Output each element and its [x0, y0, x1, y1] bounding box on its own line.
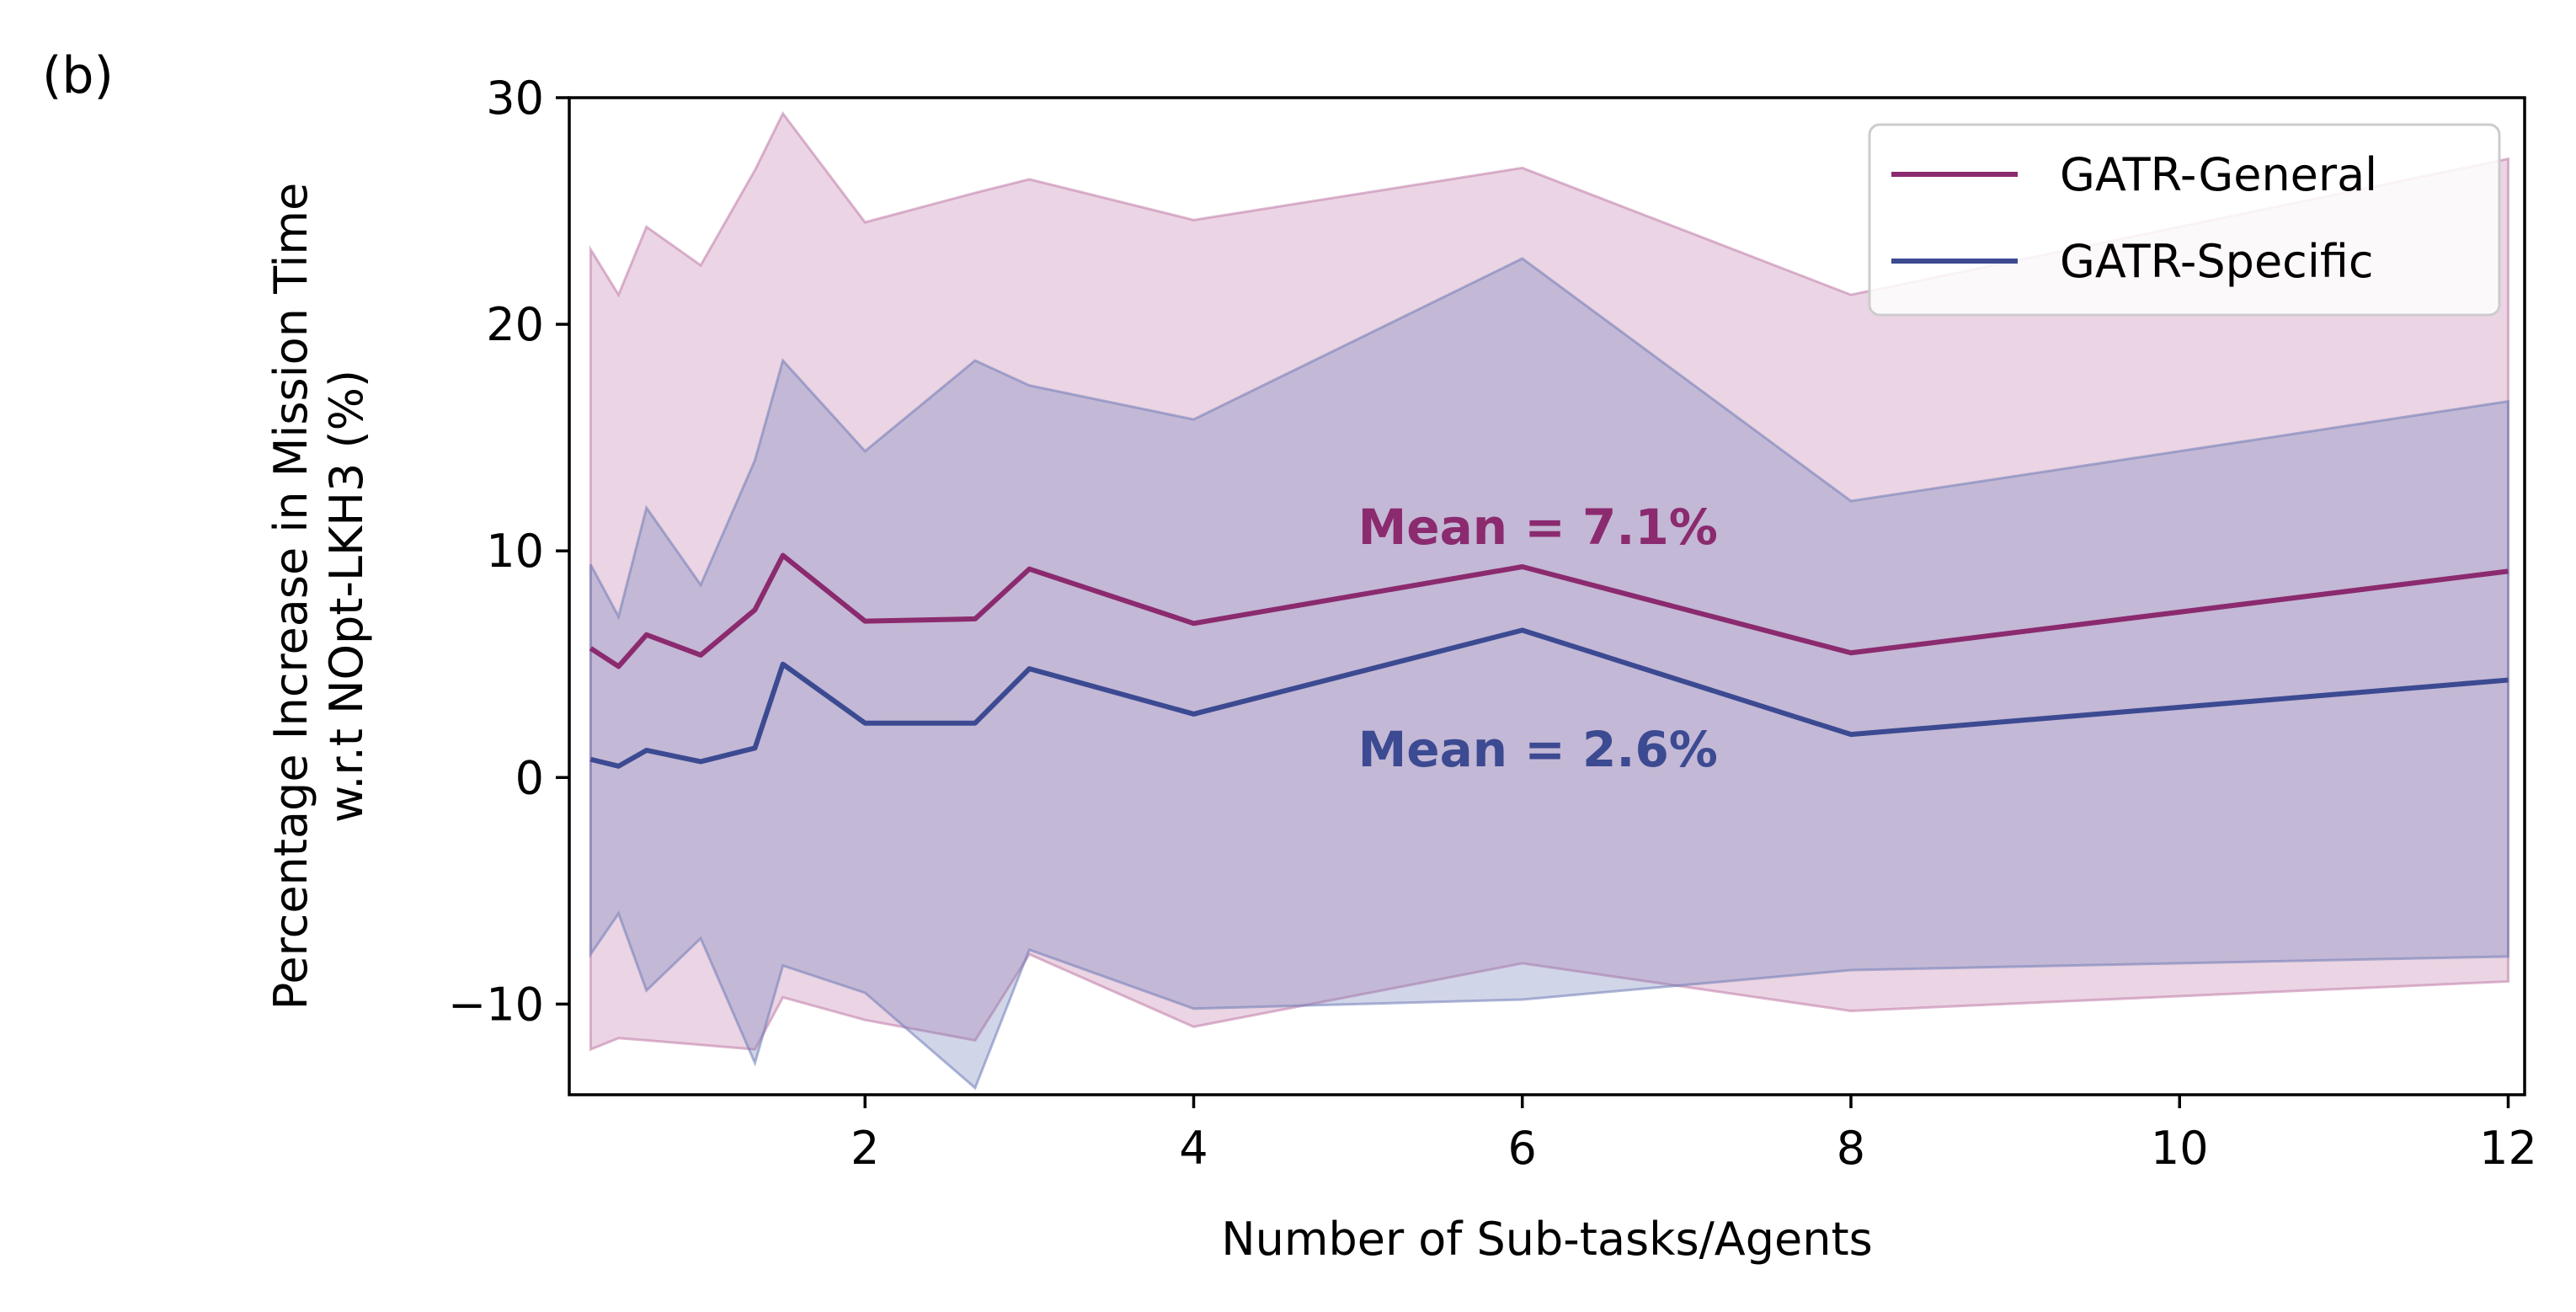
point-specific	[645, 749, 648, 752]
x-axis-ticks: 2 4 6 8 10 12	[851, 1095, 2537, 1175]
x-tick-label: 10	[2151, 1122, 2209, 1175]
x-tick-label: 2	[851, 1122, 879, 1175]
band-general	[589, 110, 2509, 1052]
point-general	[645, 633, 648, 637]
point-specific	[1521, 628, 1524, 632]
point-general	[781, 554, 785, 557]
point-general	[589, 647, 592, 650]
point-specific	[863, 722, 867, 725]
y-tick-label: 20	[486, 298, 544, 351]
point-specific	[589, 758, 592, 761]
y-tick-label: −10	[448, 978, 544, 1031]
line-general	[589, 552, 2509, 669]
point-specific	[1192, 712, 1195, 716]
point-specific	[1027, 667, 1031, 670]
point-specific	[973, 722, 977, 725]
y-tick-label: 0	[515, 751, 544, 804]
point-general	[973, 617, 977, 621]
point-specific	[753, 746, 756, 749]
x-tick-label: 6	[1508, 1122, 1537, 1175]
line-specific	[589, 627, 2509, 769]
mean-label-general: Mean = 7.1%	[1358, 499, 1718, 556]
x-tick-label: 4	[1179, 1122, 1208, 1175]
point-general	[753, 608, 756, 611]
mean-annotations: Mean = 7.1% Mean = 2.6%	[1358, 499, 1718, 778]
legend-box	[1868, 123, 2501, 317]
y-axis-label: Percentage Increase in Mission Time w.r.…	[264, 183, 373, 1010]
x-tick-label: 12	[2479, 1122, 2537, 1175]
point-general	[699, 653, 702, 657]
y-tick-label: 10	[486, 525, 544, 578]
x-tick-label: 8	[1837, 1122, 1865, 1175]
band-specific	[589, 257, 2509, 1091]
y-tick-label: 30	[486, 72, 544, 125]
point-general	[1849, 651, 1853, 654]
x-axis-label: Number of Sub-tasks/Agents	[1221, 1213, 1873, 1266]
point-specific	[781, 663, 785, 666]
y-axis-label-line-1: Percentage Increase in Mission Time	[264, 183, 317, 1010]
point-specific	[617, 765, 621, 768]
legend-label-general: GATR-General	[2060, 148, 2377, 201]
point-general	[617, 664, 621, 668]
point-general	[1521, 565, 1524, 568]
confidence-bands	[589, 110, 2509, 1091]
panel-label: (b)	[42, 46, 114, 105]
y-axis-label-line-2: w.r.t NOpt-LKH3 (%)	[320, 370, 373, 823]
y-axis-ticks: −10 0 10 20 30	[448, 72, 569, 1031]
legend: GATR-General GATR-Specific	[1868, 123, 2501, 317]
point-specific	[2506, 679, 2509, 682]
series-lines	[589, 552, 2509, 769]
point-general	[1192, 621, 1195, 625]
point-general	[863, 620, 867, 623]
point-general	[2506, 569, 2509, 573]
mean-label-specific: Mean = 2.6%	[1358, 721, 1718, 778]
legend-label-specific: GATR-Specific	[2060, 235, 2374, 288]
point-specific	[1849, 733, 1853, 736]
plot-frame	[568, 96, 2526, 1096]
point-specific	[699, 760, 702, 763]
point-general	[1027, 568, 1031, 571]
